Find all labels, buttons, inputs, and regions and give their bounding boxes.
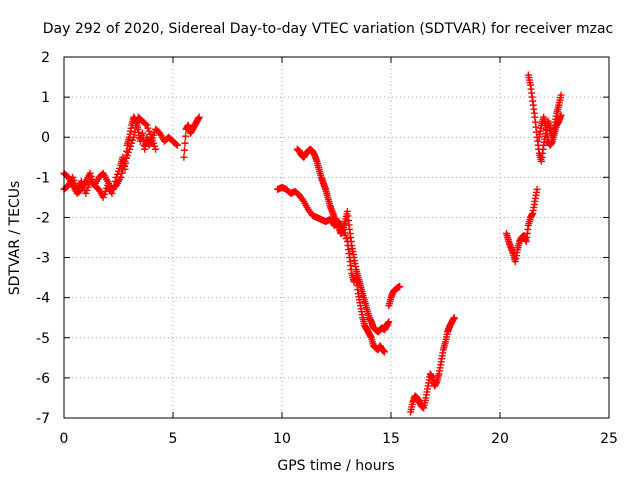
- data-point: [172, 140, 180, 148]
- data-point: [131, 128, 139, 136]
- data-point: [299, 196, 307, 204]
- y-tick-label: -1: [36, 170, 50, 186]
- data-point: [181, 139, 189, 147]
- data-point: [152, 145, 160, 153]
- data-point: [119, 165, 127, 173]
- data-point: [130, 133, 138, 141]
- y-tick-label: -7: [36, 411, 50, 427]
- data-point: [180, 153, 188, 161]
- data-point: [118, 169, 126, 177]
- x-tick-label: 10: [273, 431, 291, 447]
- chart-title: Day 292 of 2020, Sidereal Day-to-day VTE…: [43, 21, 613, 37]
- data-point: [173, 141, 181, 149]
- x-tick-label: 25: [600, 431, 618, 447]
- x-tick-label: 20: [491, 431, 509, 447]
- data-point: [132, 123, 140, 131]
- data-point: [557, 111, 565, 119]
- y-tick-label: 1: [41, 90, 50, 106]
- data-point: [380, 348, 388, 356]
- data-point: [450, 314, 458, 322]
- x-tick-label: 15: [382, 431, 400, 447]
- y-tick-label: -2: [36, 210, 50, 226]
- data-point: [180, 146, 188, 154]
- data-point: [120, 161, 128, 169]
- data-point: [117, 173, 125, 181]
- y-tick-label: 0: [41, 130, 50, 146]
- y-tick-label: -3: [36, 251, 50, 267]
- data-point: [557, 91, 565, 99]
- data-point: [533, 185, 541, 193]
- y-tick-label: -4: [36, 291, 50, 307]
- data-point: [195, 113, 203, 121]
- x-tick-label: 5: [169, 431, 178, 447]
- y-tick-label: 2: [41, 50, 50, 66]
- data-point: [182, 132, 190, 140]
- x-axis-label: GPS time / hours: [277, 458, 394, 474]
- y-tick-label: -6: [36, 371, 50, 387]
- y-axis-label: SDTVAR / TECUs: [7, 181, 23, 296]
- plot-frame: [63, 56, 610, 419]
- y-tick-label: -5: [36, 331, 50, 347]
- data-point: [396, 282, 404, 290]
- x-tick-label: 0: [60, 431, 69, 447]
- data-point: [385, 318, 393, 326]
- data-point: [142, 120, 150, 128]
- data-markers: [60, 71, 565, 416]
